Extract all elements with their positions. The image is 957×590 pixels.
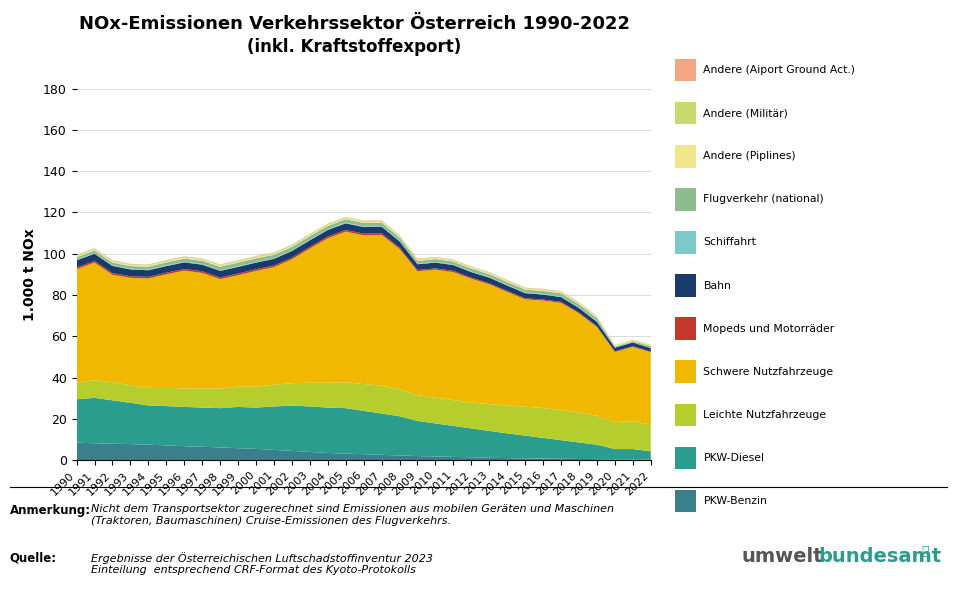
- Y-axis label: 1.000 t NOx: 1.000 t NOx: [23, 228, 37, 321]
- Text: Mopeds und Motorräder: Mopeds und Motorräder: [703, 324, 835, 333]
- Text: Bahn: Bahn: [703, 281, 731, 290]
- Text: Andere (Piplines): Andere (Piplines): [703, 152, 796, 161]
- Bar: [675, 102, 696, 124]
- Text: Andere (Aiport Ground Act.): Andere (Aiport Ground Act.): [703, 65, 856, 75]
- Bar: [675, 404, 696, 426]
- Text: Quelle:: Quelle:: [10, 552, 56, 565]
- Text: Nicht dem Transportsektor zugerechnet sind Emissionen aus mobilen Geräten und Ma: Nicht dem Transportsektor zugerechnet si…: [91, 504, 613, 526]
- Text: Ergebnisse der Österreichischen Luftschadstoffinventur 2023
Einteilung  entsprec: Ergebnisse der Österreichischen Luftscha…: [91, 552, 433, 575]
- Text: NOx-Emissionen Verkehrssektor Österreich 1990-2022: NOx-Emissionen Verkehrssektor Österreich…: [78, 15, 630, 33]
- Bar: [675, 317, 696, 340]
- Bar: [675, 447, 696, 469]
- Bar: [675, 59, 696, 81]
- Text: Leichte Nutzfahrzeuge: Leichte Nutzfahrzeuge: [703, 410, 827, 419]
- Text: bundesamt: bundesamt: [818, 548, 942, 566]
- Bar: [675, 231, 696, 254]
- Text: Andere (Militär): Andere (Militär): [703, 109, 789, 118]
- Text: Schiffahrt: Schiffahrt: [703, 238, 756, 247]
- Text: Ⓤ: Ⓤ: [922, 545, 929, 558]
- Text: PKW-Benzin: PKW-Benzin: [703, 496, 768, 506]
- Text: Anmerkung:: Anmerkung:: [10, 504, 91, 517]
- Bar: [675, 188, 696, 211]
- Text: (inkl. Kraftstoffexport): (inkl. Kraftstoffexport): [247, 38, 461, 57]
- Bar: [675, 360, 696, 383]
- Bar: [675, 490, 696, 512]
- Bar: [675, 145, 696, 168]
- Bar: [675, 274, 696, 297]
- Text: Flugverkehr (national): Flugverkehr (national): [703, 195, 824, 204]
- Text: PKW-Diesel: PKW-Diesel: [703, 453, 765, 463]
- Text: umwelt: umwelt: [742, 548, 823, 566]
- Text: Schwere Nutzfahrzeuge: Schwere Nutzfahrzeuge: [703, 367, 834, 376]
